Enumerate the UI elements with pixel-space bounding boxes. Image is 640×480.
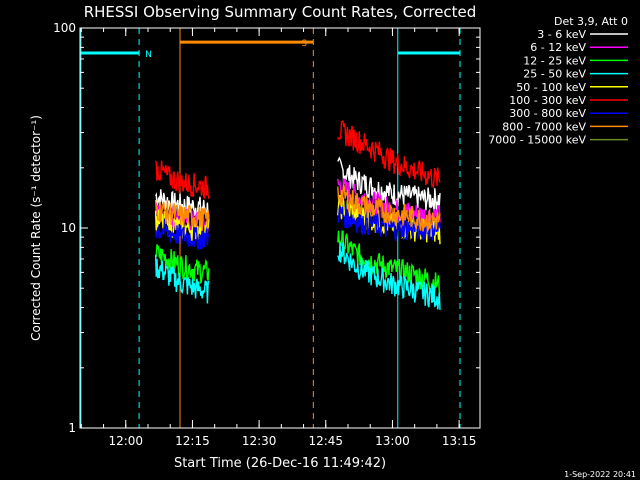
legend-header: Det 3,9, Att 0 [554,15,628,28]
y-tick-label-0: 1 [68,421,76,435]
series-line-3-1 [337,241,441,310]
legend-label-8: 7000 - 15000 keV [488,134,586,147]
series-line-6-1 [337,204,441,242]
series-line-0-0 [154,189,210,221]
legend-label-1: 6 - 12 keV [530,41,586,54]
x-tick-label-4: 13:00 [375,434,410,448]
x-tick-label-5: 13:15 [442,434,477,448]
footer-timestamp: 1-Sep-2022 20:41 [564,470,636,479]
series-line-7-0 [154,199,210,231]
chart-title: RHESSI Observing Summary Count Rates, Co… [84,3,477,21]
x-tick-label-1: 12:15 [175,434,210,448]
legend-label-3: 25 - 50 keV [523,68,586,81]
x-tick-label-2: 12:30 [242,434,277,448]
legend-label-5: 100 - 300 keV [509,94,586,107]
legend-label-6: 300 - 800 keV [509,107,586,120]
y-tick-label-2: 100 [53,21,76,35]
series-line-2-1 [337,230,441,295]
legend-label-2: 12 - 25 keV [523,54,586,67]
data-layer: NS [80,28,461,428]
legend-label-0: 3 - 6 keV [537,28,586,41]
series-line-5-0 [154,160,210,200]
legend-label-4: 50 - 100 keV [516,81,586,94]
series-line-3-0 [154,254,210,304]
series-line-0-1 [337,156,441,212]
y-tick-label-1: 10 [61,221,76,235]
x-tick-label-0: 12:00 [108,434,143,448]
series-line-2-0 [154,244,210,284]
series-line-5-1 [337,120,441,190]
axes-layer: 1 10 100 12:00 12:15 12:30 12:45 13:00 13:15 [53,21,481,448]
legend-label-7: 800 - 7000 keV [502,120,586,133]
y-axis-label: Corrected Count Rate (s⁻¹ detector⁻¹) [29,115,43,341]
series-line-7-1 [337,184,441,234]
flag-label-N: N [145,50,152,60]
x-axis-label: Start Time (26-Dec-16 11:49:42) [174,456,386,471]
x-tick-label-3: 12:45 [308,434,343,448]
flag-label-S: S [301,39,307,49]
series-line-6-0 [154,217,210,250]
